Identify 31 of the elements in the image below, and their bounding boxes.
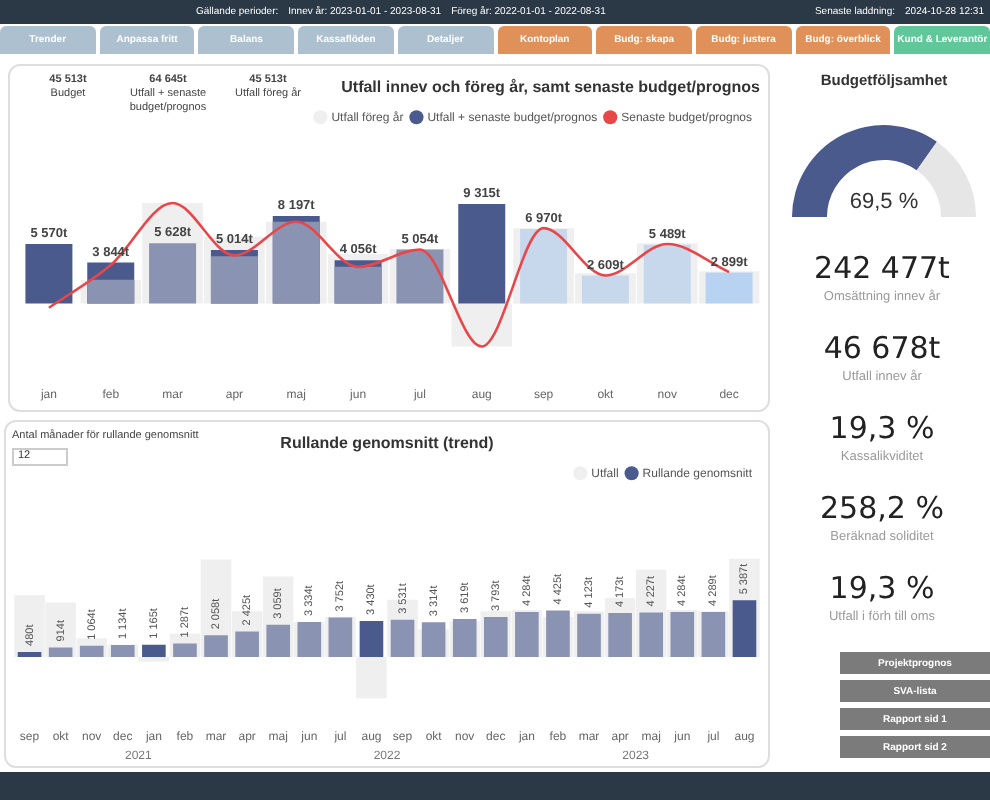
bar	[451, 303, 513, 347]
bar	[235, 631, 259, 657]
bar	[483, 617, 508, 657]
bar	[359, 620, 384, 657]
bar	[421, 622, 446, 657]
text: 19,3 %	[827, 410, 937, 446]
bar	[356, 657, 387, 699]
text: 242 477t	[812, 250, 952, 286]
bar	[48, 647, 73, 657]
bar	[17, 651, 42, 657]
bar	[79, 645, 104, 657]
bar	[458, 203, 506, 304]
bar	[546, 610, 570, 657]
bar	[608, 613, 632, 657]
text: 258,2 %	[818, 490, 946, 526]
bar	[87, 279, 135, 304]
bar	[639, 612, 664, 657]
bar	[705, 272, 753, 304]
bar	[390, 619, 415, 657]
bar	[581, 275, 629, 304]
data-label: 69,5 %	[849, 190, 919, 215]
bar	[204, 635, 228, 657]
chart-title: Rullande genomsnitt (trend)	[280, 434, 495, 453]
text: 46 678t	[821, 330, 943, 366]
bar	[142, 644, 166, 657]
chart-title: Utfall innev och föreg år, samt senaste budget/prognos	[341, 78, 762, 97]
bar	[732, 600, 757, 657]
bar	[25, 243, 73, 304]
bar	[173, 643, 197, 657]
bar	[266, 624, 291, 657]
text: 19,3 %	[827, 570, 937, 606]
